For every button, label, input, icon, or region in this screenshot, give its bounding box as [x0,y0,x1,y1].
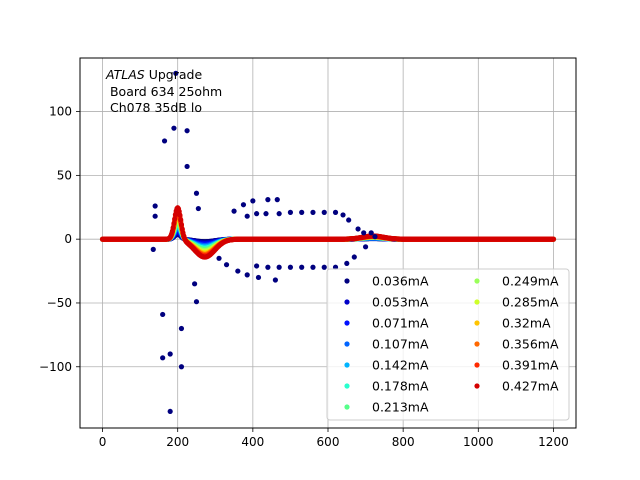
data-points [99,70,557,415]
